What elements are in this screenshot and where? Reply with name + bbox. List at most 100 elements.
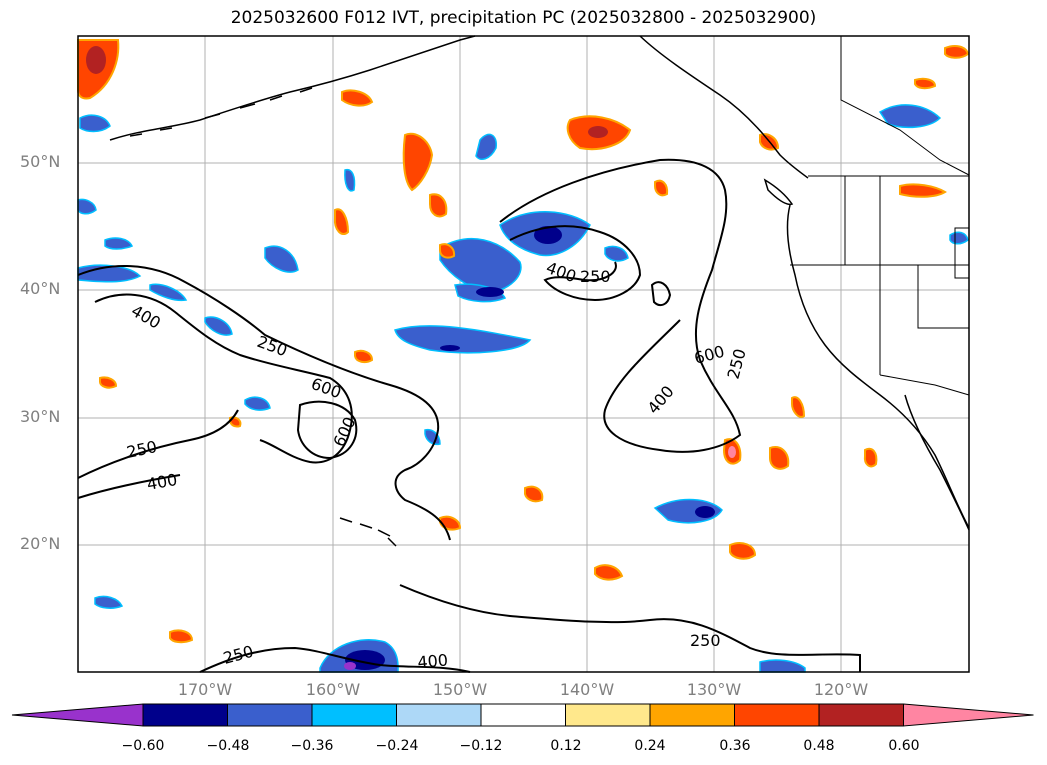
- colorbar-tick: −0.60: [121, 738, 165, 754]
- colorbar-tick: 0.12: [550, 738, 582, 754]
- pos-patch-17: [914, 77, 937, 90]
- aleutian-chain: [129, 87, 313, 137]
- ivt-contour-600-west: [296, 400, 358, 460]
- colorbar-extend-high: [903, 703, 1034, 727]
- pos-patch-18: [439, 243, 456, 259]
- pos-patch-11: [899, 183, 947, 198]
- neg-core-1: [534, 226, 562, 244]
- pos-patch-10: [429, 193, 448, 218]
- pos-patch-6: [769, 446, 790, 470]
- pos-patch-3: [402, 132, 434, 192]
- ivt-contour-600-east: [650, 281, 672, 307]
- ivt-contour-400-east: [509, 225, 642, 302]
- colorbar-tick: −0.48: [206, 738, 250, 754]
- contour-label: 250: [580, 267, 611, 286]
- colorbar-segment: [565, 703, 651, 727]
- neg-patch-15: [149, 283, 188, 302]
- neg-core-purple: [344, 662, 356, 670]
- neg-patch-10: [79, 114, 111, 133]
- alaska-border: [840, 36, 970, 176]
- neg-core-3: [695, 506, 715, 518]
- neg-patch-1: [439, 238, 522, 293]
- neg-patch-11: [475, 133, 497, 161]
- strong-positive-cores: [86, 46, 736, 458]
- neg-patch-12: [104, 237, 134, 250]
- map-title: 2025032600 F012 IVT, precipitation PC (2…: [230, 8, 817, 28]
- neg-patch-22: [77, 198, 97, 215]
- pos-patch-4: [341, 89, 374, 107]
- colorbar-segment: [396, 703, 482, 727]
- contour-label: 400: [417, 650, 449, 672]
- hawaii-islands: [339, 517, 397, 547]
- lat-label-20n: 20°N: [20, 534, 61, 553]
- us-west-coast: [786, 204, 970, 529]
- lon-label-150w: 150°W: [432, 680, 488, 699]
- baja-coast: [904, 394, 970, 531]
- colorbar-segment: [480, 703, 566, 727]
- lon-label-130w: 130°W: [686, 680, 742, 699]
- neg-core-5: [440, 345, 460, 351]
- ivt-contour-250-east: [499, 158, 742, 453]
- neg-patch-19: [949, 231, 969, 245]
- gridlines: [78, 36, 969, 672]
- pos-patch-23: [169, 629, 194, 644]
- contour-label: 250: [690, 631, 721, 650]
- map-border: [77, 35, 970, 673]
- ivt-contour-250-south: [199, 646, 471, 673]
- colorbar-segment: [227, 703, 313, 727]
- pos-patch-15: [354, 349, 374, 364]
- state-borders: [790, 176, 970, 375]
- lon-label-170w: 170°W: [177, 680, 233, 699]
- pos-patch-7: [594, 564, 624, 581]
- us-mexico-border: [879, 374, 970, 396]
- colorbar-tick: −0.12: [459, 738, 503, 754]
- colorbar: [11, 703, 1034, 727]
- neg-patch-16: [204, 316, 233, 336]
- colorbar-extend-low: [11, 703, 144, 727]
- pos-patch-24: [229, 416, 242, 428]
- colorbar-segment: [649, 703, 735, 727]
- colorbar-segment: [818, 703, 904, 727]
- neg-patch-18: [424, 428, 441, 446]
- ivt-contours: [77, 158, 861, 673]
- pos-patch-19: [654, 179, 669, 197]
- colorbar-tick: −0.36: [290, 738, 334, 754]
- neg-patch-8: [264, 245, 299, 273]
- lat-label-40n: 40°N: [20, 279, 61, 298]
- pos-patch-9: [729, 542, 757, 560]
- neg-patch-20: [94, 595, 124, 609]
- pos-patch-13: [863, 447, 878, 468]
- neg-patch-14: [244, 396, 271, 411]
- pos-patch-20: [791, 396, 806, 418]
- vancouver-island: [763, 178, 794, 206]
- lat-label-50n: 50°N: [20, 152, 61, 171]
- lat-label-30n: 30°N: [20, 407, 61, 426]
- neg-patch-9: [878, 104, 942, 129]
- colorbar-tick: 0.48: [803, 738, 835, 754]
- coastlines: [109, 35, 970, 547]
- lon-label-140w: 140°W: [559, 680, 615, 699]
- colorbar-tick: 0.24: [634, 738, 666, 754]
- pos-patch-12: [333, 208, 350, 236]
- colorbar-segment: [734, 703, 820, 727]
- alaska-coast: [109, 35, 476, 141]
- pos-patch-14: [524, 485, 544, 503]
- pos-patch-21: [99, 376, 118, 389]
- colorbar-segment: [311, 703, 397, 727]
- map-frame: [78, 36, 969, 672]
- pos-core-2: [728, 446, 736, 458]
- bc-coast: [639, 35, 809, 179]
- pos-core-3: [588, 126, 608, 138]
- neg-patch-3: [394, 325, 532, 354]
- ivt-contour-south: [399, 584, 861, 672]
- positive-precip-patches: [77, 39, 970, 644]
- neg-patch-13: [344, 168, 356, 192]
- neg-patch-17: [604, 245, 629, 262]
- political-borders: [790, 36, 970, 396]
- colorbar-tick: 0.60: [888, 738, 920, 754]
- lon-label-120w: 120°W: [813, 680, 869, 699]
- colorbar-segment: [142, 703, 228, 727]
- colorbar-tick: 0.36: [719, 738, 751, 754]
- neg-core-2: [476, 287, 504, 297]
